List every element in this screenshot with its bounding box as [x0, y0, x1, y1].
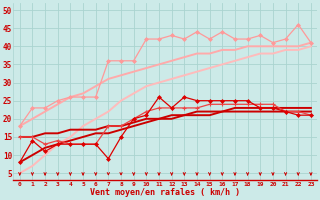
X-axis label: Vent moyen/en rafales ( km/h ): Vent moyen/en rafales ( km/h ): [90, 188, 240, 197]
